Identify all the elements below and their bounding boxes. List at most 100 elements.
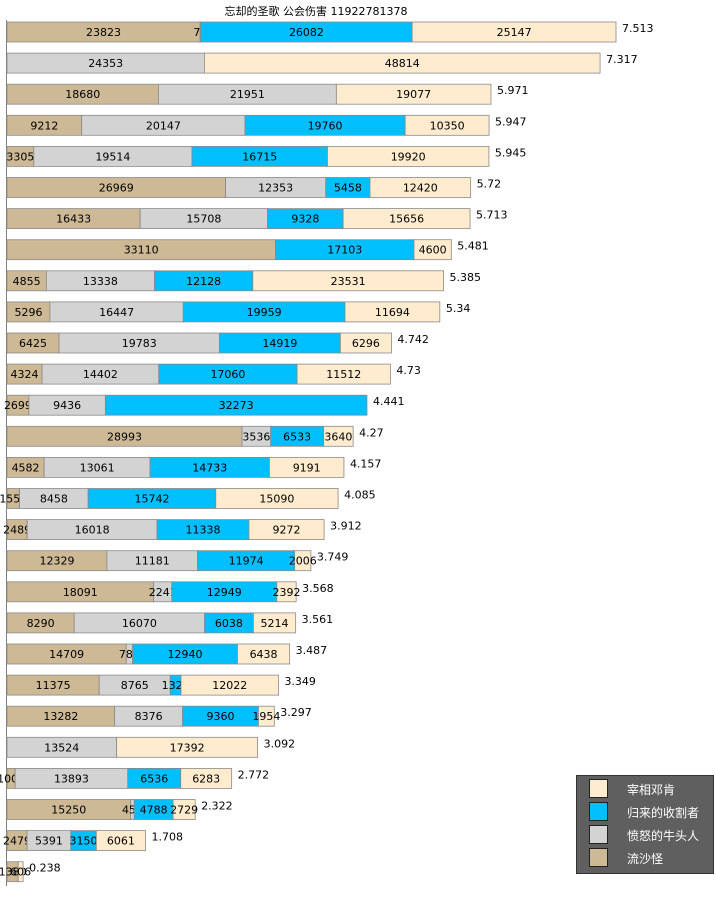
bar-value-label: 2006 [289,555,317,568]
bar-total-label: 5.945 [495,146,527,159]
bar-value-label: 4788 [140,804,168,817]
bar-segment [294,550,312,572]
bar-value-label: 16715 [242,150,277,163]
bar-value-label: 606 [10,866,31,879]
bar-value-label: 9212 [30,119,58,132]
bar-total-label: 3.297 [280,706,312,719]
bar-value-label: 11181 [135,555,170,568]
bar-segment [116,736,258,758]
bar-value-label: 15250 [51,804,86,817]
legend: 宰相邓肯 归来的收割者 愤怒的牛头人 流沙怪 [576,775,714,874]
bar-value-label: 6425 [19,337,47,350]
bar-segment [413,239,452,261]
bar-value-label: 3640 [324,430,352,443]
bar-total-label: 3.092 [264,737,296,750]
bar-total-label: 5.34 [446,302,471,315]
bar-value-label: 12940 [168,648,203,661]
bar-value-label: 6296 [352,337,380,350]
bar-value-label: 12420 [403,182,438,195]
bar-value-label: 16433 [56,213,91,226]
bar-value-label: 19959 [247,306,282,319]
legend-item-zaixiang-dengken: 宰相邓肯 [589,778,713,800]
bar-value-label: 25147 [497,26,532,39]
bar-total-label: 5.72 [477,178,502,191]
bar-segment [95,830,146,851]
bar-value-label: 12949 [207,586,242,599]
bar-value-label: 2479 [3,835,31,848]
bar-segment [17,861,24,883]
bar-value-label: 5391 [35,835,63,848]
bar-total-label: 4.085 [344,489,376,502]
bar-value-label: 9272 [273,524,301,537]
bar-value-label: 15708 [186,213,221,226]
bar-segment [104,394,368,416]
bar-total-label: 3.349 [284,675,316,688]
bar-segment [237,643,291,665]
bar-value-label: 16018 [75,524,110,537]
bar-value-label: 2241 [149,586,177,599]
bar-value-label: 12128 [186,275,221,288]
bar-value-label: 14709 [49,648,84,661]
legend-swatch [589,779,608,798]
bar-value-label: 14919 [262,337,297,350]
bar-value-label: 2729 [170,804,198,817]
bar-value-label: 19920 [391,150,426,163]
bar-value-label: 13061 [80,461,115,474]
bar-value-label: 15090 [259,493,294,506]
bar-segment [180,768,233,789]
bar-value-label: 11974 [229,555,264,568]
bar-value-label: 8458 [40,493,68,506]
bar-value-label: 16447 [99,306,134,319]
bar-segment [344,301,441,323]
bar-total-label: 5.947 [495,115,527,128]
bar-value-label: 13282 [43,710,78,723]
bar-value-label: 2489 [3,524,31,537]
bar-value-label: 2699 [4,399,32,412]
bar-value-label: 6438 [250,648,278,661]
bar-value-label: 11375 [36,679,71,692]
legend-item-fennu-niutouren: 愤怒的牛头人 [589,824,713,846]
bar-value-label: 4855 [13,275,41,288]
bar-value-label: 6283 [192,772,220,785]
bar-total-label: 4.441 [373,395,405,408]
bar-total-label: 2.322 [201,800,233,813]
bar-value-label: 6061 [107,835,135,848]
bar-total-label: 3.912 [330,520,362,533]
bar-value-label: 32273 [219,399,254,412]
bar-value-label: 8765 [121,679,149,692]
bar-total-label: 4.742 [397,333,429,346]
bar-total-label: 7.317 [606,53,638,66]
bar-value-label: 18680 [65,88,100,101]
bar-value-label: 14733 [192,461,227,474]
bar-value-label: 2392 [272,586,300,599]
bar-segment [411,21,617,43]
legend-label: 流沙怪 [627,852,664,866]
legend-label: 归来的收割者 [627,806,700,820]
bar-total-label: 5.481 [457,240,489,253]
bar-total-label: 5.385 [450,271,482,284]
bar-value-label: 20147 [146,119,181,132]
bar-segment [269,456,345,478]
bar-value-label: 12022 [212,679,247,692]
bar-segment [203,52,601,74]
bar-value-label: 13338 [83,275,118,288]
bar-value-label: 48814 [385,57,420,70]
bar-segment [258,705,275,727]
bar-value-label: 9191 [293,461,321,474]
bar-segment [335,83,492,105]
bar-value-label: 3536 [242,430,270,443]
bar-value-label: 17060 [210,368,245,381]
bar-value-label: 8290 [27,617,55,630]
bar-total-label: 3.749 [317,551,349,564]
legend-swatch [589,848,608,867]
legend-item-liushaguai: 流沙怪 [589,847,713,869]
legend-item-guilai-shougezhe: 归来的收割者 [589,801,713,823]
bar-total-label: 5.713 [476,209,508,222]
bar-segment [369,177,472,198]
bar-total-label: 4.27 [359,426,384,439]
bar-value-label: 17103 [327,244,362,257]
bar-total-label: 4.73 [396,364,421,377]
bar-value-label: 16070 [122,617,157,630]
bar-value-label: 3305 [6,150,34,163]
